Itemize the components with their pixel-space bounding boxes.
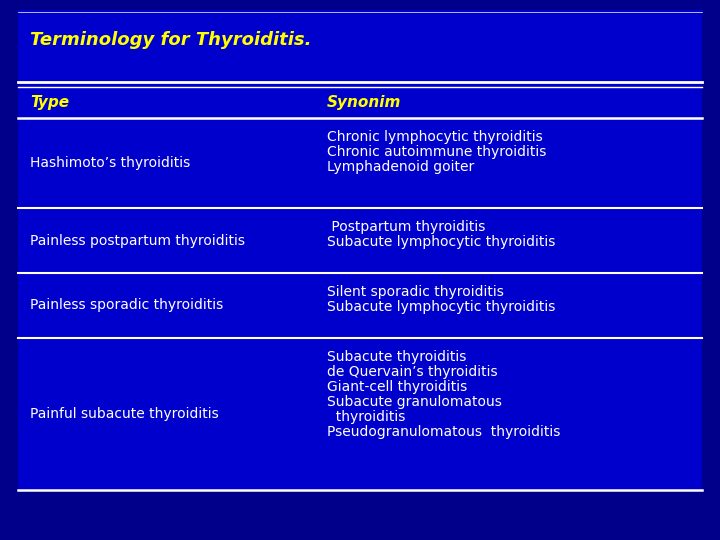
Text: Subacute granulomatous: Subacute granulomatous	[327, 395, 502, 409]
Text: Painless sporadic thyroiditis: Painless sporadic thyroiditis	[30, 299, 223, 313]
Text: Giant-cell thyroiditis: Giant-cell thyroiditis	[327, 380, 467, 394]
Bar	[18, 10, 702, 490]
Text: Subacute lymphocytic thyroiditis: Subacute lymphocytic thyroiditis	[327, 235, 555, 249]
Text: thyroiditis: thyroiditis	[327, 410, 405, 424]
Text: Pseudogranulomatous  thyroiditis: Pseudogranulomatous thyroiditis	[327, 425, 560, 439]
Text: Terminology for Thyroiditis.: Terminology for Thyroiditis.	[30, 31, 312, 49]
Text: Painful subacute thyroiditis: Painful subacute thyroiditis	[30, 407, 219, 421]
Text: Postpartum thyroiditis: Postpartum thyroiditis	[327, 220, 485, 234]
Text: Lymphadenoid goiter: Lymphadenoid goiter	[327, 160, 474, 174]
Text: Chronic autoimmune thyroiditis: Chronic autoimmune thyroiditis	[327, 145, 546, 159]
Text: Synonim: Synonim	[327, 96, 401, 111]
Text: Hashimoto’s thyroiditis: Hashimoto’s thyroiditis	[30, 156, 190, 170]
Text: de Quervain’s thyroiditis: de Quervain’s thyroiditis	[327, 365, 498, 379]
Text: Chronic lymphocytic thyroiditis: Chronic lymphocytic thyroiditis	[327, 130, 543, 144]
Text: Painless postpartum thyroiditis: Painless postpartum thyroiditis	[30, 233, 245, 247]
Text: Subacute thyroiditis: Subacute thyroiditis	[327, 350, 467, 364]
Text: Type: Type	[30, 96, 69, 111]
Text: Silent sporadic thyroiditis: Silent sporadic thyroiditis	[327, 285, 504, 299]
Text: Subacute lymphocytic thyroiditis: Subacute lymphocytic thyroiditis	[327, 300, 555, 314]
